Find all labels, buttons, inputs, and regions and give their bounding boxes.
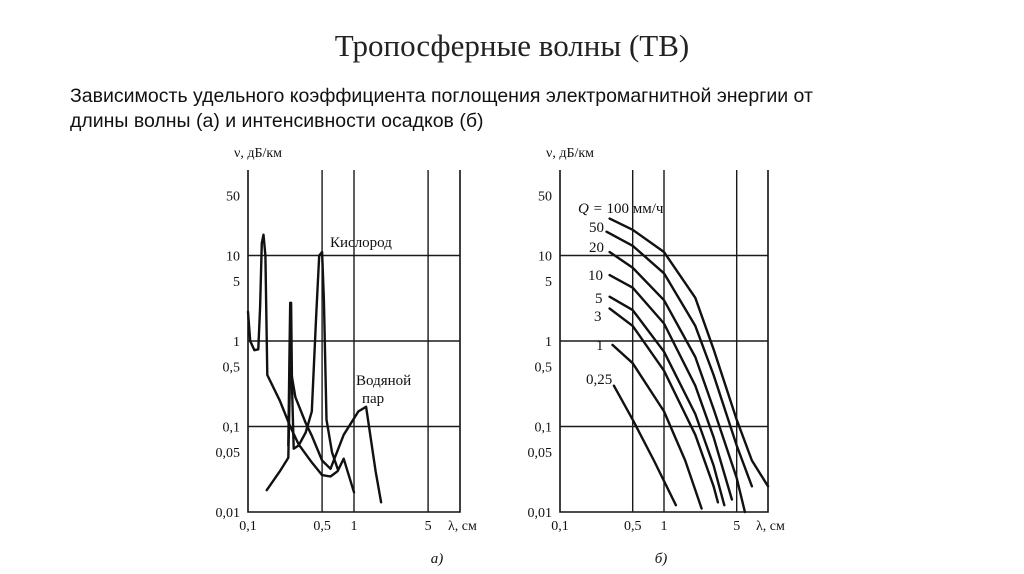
series-line [608, 217, 770, 488]
series-label: 0,25 [586, 372, 612, 388]
series-label: 50 [589, 220, 604, 236]
y-tick-label: 5 [233, 275, 240, 290]
series-line [608, 250, 747, 514]
series-line [287, 250, 339, 470]
x-tick-label: 0,1 [551, 519, 569, 534]
y-tick-label: 10 [538, 250, 552, 265]
series-label: 5 [595, 291, 603, 307]
x-axis-label: λ, см [756, 519, 785, 534]
x-axis-label: λ, см [448, 519, 477, 534]
slide-title: Тропосферные волны (ТВ) [334, 28, 690, 63]
annotation-label: Водяной [356, 373, 411, 389]
series-line [265, 365, 383, 504]
series-label: 3 [594, 309, 602, 325]
y-tick-label: 0,1 [223, 421, 241, 436]
subtitle-line-1: Зависимость удельного коэффициента погло… [70, 85, 813, 107]
y-axis-label: ν, дБ/км [234, 146, 282, 161]
y-axis-label: ν, дБ/км [546, 146, 594, 161]
series-line [608, 295, 726, 507]
subtitle-line-2: длины волны (а) и интенсивности осадков … [70, 110, 484, 132]
y-tick-label: 0,05 [528, 446, 553, 461]
y-tick-label: 0,5 [535, 361, 553, 376]
x-tick-label: 0,1 [239, 519, 257, 534]
x-tick-label: 1 [661, 519, 668, 534]
series-label: 1 [596, 338, 604, 354]
x-tick-label: 0,5 [313, 519, 331, 534]
series-line [612, 384, 678, 507]
x-tick-label: 1 [351, 519, 358, 534]
slide-subtitle: Зависимость удельного коэффициента погло… [70, 84, 970, 134]
series-line [605, 230, 754, 488]
y-tick-label: 50 [226, 190, 240, 205]
x-tick-label: 0,5 [624, 519, 642, 534]
y-tick-label: 0,01 [528, 506, 553, 521]
series-line [608, 307, 720, 504]
y-tick-label: 0,5 [223, 361, 241, 376]
panel-caption: б) [655, 551, 668, 567]
y-tick-label: 1 [233, 335, 240, 350]
series-line [608, 273, 734, 501]
annotation-label: пар [362, 391, 384, 407]
series-line [611, 343, 703, 510]
y-tick-label: 5 [545, 275, 552, 290]
series-label: 20 [589, 240, 604, 256]
x-tick-label: 5 [733, 519, 740, 534]
y-tick-label: 50 [538, 190, 552, 205]
y-tick-label: 0,01 [216, 506, 241, 521]
y-tick-label: 10 [226, 250, 240, 265]
series-label: 10 [588, 268, 603, 284]
series-line [246, 233, 356, 494]
series-label: Q = 100 мм/ч [578, 201, 664, 217]
x-tick-label: 5 [425, 519, 432, 534]
y-tick-label: 1 [545, 335, 552, 350]
y-tick-label: 0,1 [535, 421, 553, 436]
annotation-label: Кислород [330, 235, 392, 251]
y-tick-label: 0,05 [216, 446, 241, 461]
panel-caption: а) [431, 551, 444, 567]
